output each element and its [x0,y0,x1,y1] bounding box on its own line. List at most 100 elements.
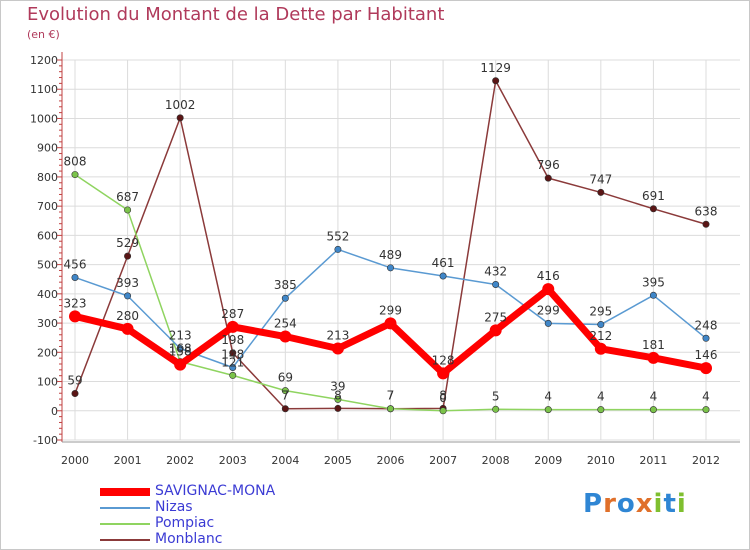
y-tick-label: 800 [37,171,58,184]
data-label: 168 [169,342,192,356]
data-label: 808 [64,155,87,169]
logo-letter: P [583,489,604,519]
legend-label: SAVIGNAC-MONA [155,483,276,499]
data-label: 212 [589,329,612,343]
chart-grid [62,59,740,441]
data-label: 5 [492,389,500,403]
x-tick-label: 2010 [587,454,615,467]
chart-axes: -100 0 100 200 300 400 500 600 700 800 900 1000 1100… [30,52,740,467]
y-tick-label: 1000 [30,112,58,125]
data-label: 59 [67,374,82,388]
x-tick-label: 2003 [219,454,247,467]
data-point [334,395,342,403]
y-tick-label: 300 [37,317,58,330]
data-label: 287 [221,307,244,321]
data-point [71,273,79,281]
data-point [176,345,184,353]
logo-letter: i [676,489,687,519]
data-label: 416 [537,269,560,283]
logo-letter: i [653,489,664,519]
data-label: 691 [642,189,665,203]
data-label: 275 [484,310,507,324]
legend-swatch [100,539,150,541]
data-point [597,406,605,414]
logo-letter: r [603,489,617,519]
data-point [334,404,342,412]
data-point [124,292,132,300]
data-label: 456 [64,257,87,271]
data-label: 4 [702,390,710,404]
x-tick-label: 2004 [271,454,299,467]
legend-item: Monblanc [100,531,340,548]
data-point [544,174,552,182]
data-point [594,342,607,355]
y-tick-label: -100 [33,434,58,447]
data-point [439,272,447,280]
data-label: 1129 [480,61,511,75]
x-tick-label: 2011 [639,454,667,467]
data-label: 385 [274,278,297,292]
legend-swatch [100,488,150,496]
data-point [121,322,134,335]
data-label: 8 [439,388,447,402]
x-tick-label: 2002 [166,454,194,467]
y-tick-label: 1100 [30,83,58,96]
chart-points [69,77,712,415]
data-label: 198 [221,333,244,347]
data-point [597,188,605,196]
data-point [386,405,394,413]
legend-item: SAVIGNAC-MONA [100,483,340,500]
logo-letter: x [635,489,654,519]
y-tick-label: 200 [37,346,58,359]
legend-label: Nizas [155,499,193,515]
data-label: 158 [169,345,192,359]
data-label: 796 [537,158,560,172]
data-point [331,342,344,355]
data-point [492,405,500,413]
data-label: 7 [282,389,290,403]
data-label: 323 [64,296,87,310]
x-tick-label: 2007 [429,454,457,467]
x-tick-label: 2009 [534,454,562,467]
y-tick-label: 600 [37,229,58,242]
legend-label: Monblanc [155,531,223,547]
y-tick-label: 0 [51,405,58,418]
legend-item: Pompiac [100,515,340,532]
data-label: 39 [330,379,345,393]
data-label: 254 [274,317,297,331]
data-label: 69 [278,371,293,385]
data-label: 747 [589,172,612,186]
data-point [226,320,239,333]
data-label: 299 [379,303,402,317]
data-point [229,364,237,372]
data-point [492,280,500,288]
data-point [702,334,710,342]
data-point [544,319,552,327]
legend-item: Nizas [100,499,340,516]
data-label: 0 [439,391,447,405]
data-point [176,114,184,122]
logo-letter: o [616,489,636,519]
data-point [229,349,237,357]
data-point [334,245,342,253]
legend-swatch [100,507,150,509]
data-point [700,362,712,375]
data-label: 432 [484,264,507,278]
data-point [702,406,710,414]
data-point [124,252,132,260]
logo-letter: t [663,489,677,519]
data-label: 121 [221,355,244,369]
data-point [281,294,289,302]
data-label: 1002 [165,98,196,112]
data-point [649,205,657,213]
data-label: 4 [597,390,605,404]
data-label: 4 [544,390,552,404]
data-label: 393 [116,276,139,290]
data-point [439,407,447,415]
y-tick-label: 900 [37,142,58,155]
data-label: 7 [387,389,395,403]
data-point [544,406,552,414]
chart-data-labels: 323 280 158 287 254 213 299 128 275 416 212 181 146 4… [64,61,718,405]
data-point [281,387,289,395]
